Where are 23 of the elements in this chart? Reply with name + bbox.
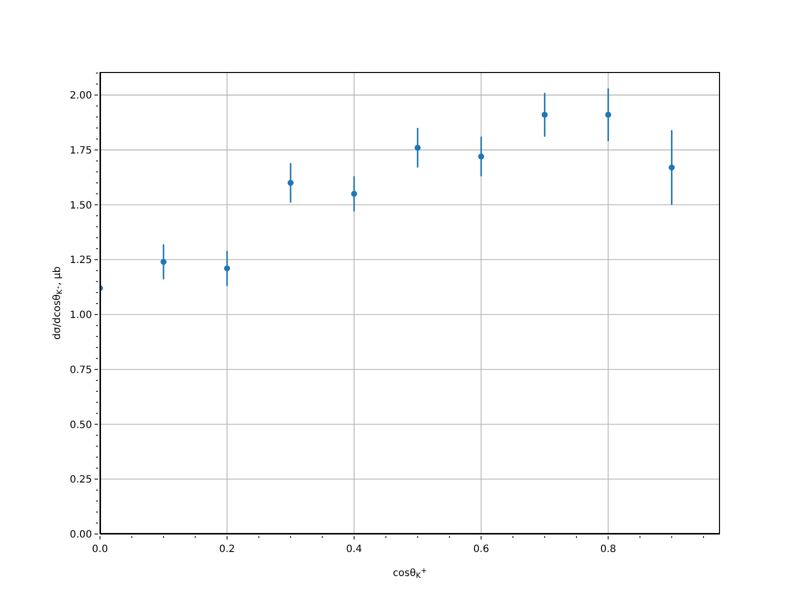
point	[605, 112, 612, 118]
y-tick-label: 0.50	[70, 420, 92, 431]
y-tick-label: 1.00	[70, 310, 92, 322]
y-tick-label: 1.50	[70, 200, 92, 212]
point	[478, 154, 484, 160]
x-tick-label: 0.2	[219, 544, 235, 555]
y-tick-label: 0.00	[70, 530, 92, 540]
point	[542, 112, 548, 118]
x-tick-label: 0.0	[92, 544, 108, 555]
point	[288, 180, 294, 186]
x-tick-label: 0.4	[346, 544, 362, 555]
y-tick-label: 0.25	[70, 474, 92, 486]
point	[351, 190, 358, 197]
y-tick-label: 2.00	[70, 90, 92, 102]
y-tick-label: 1.25	[70, 255, 92, 266]
point	[160, 258, 167, 265]
y-tick-label: 0.75	[70, 364, 92, 376]
y-tick-label: 1.75	[70, 145, 92, 156]
x-tick-label: 0.8	[600, 544, 616, 555]
x-tick-label: 0.6	[473, 544, 490, 555]
point	[224, 265, 230, 272]
point	[668, 164, 675, 170]
point	[414, 144, 421, 151]
